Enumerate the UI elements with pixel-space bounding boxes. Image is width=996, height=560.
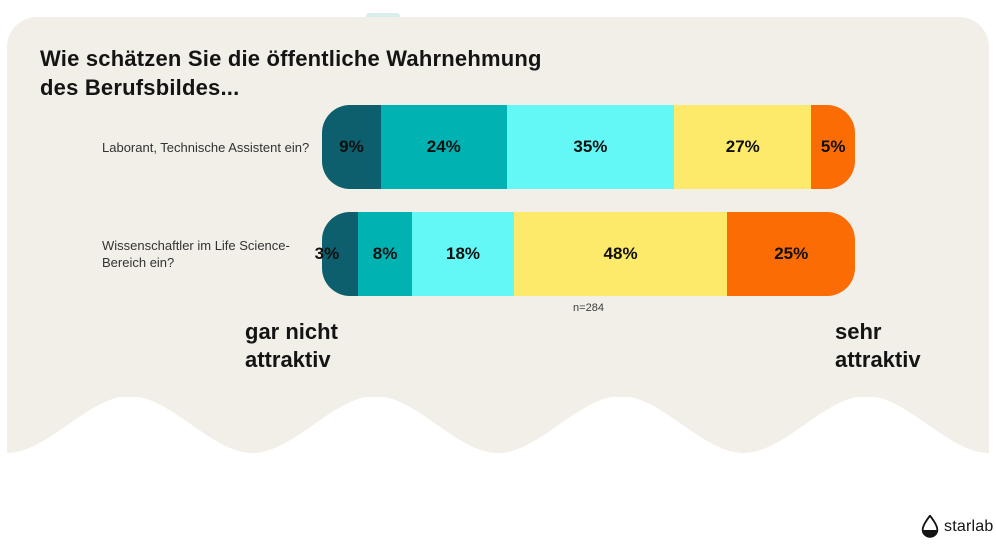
stacked-bar: 3% 8% 18% 48% 25% bbox=[315, 212, 855, 296]
segment-value-label: 35% bbox=[573, 137, 608, 156]
segment-value-label: 24% bbox=[426, 137, 461, 156]
bar-segment: 35% bbox=[506, 105, 675, 189]
logo-text: starlab bbox=[944, 517, 994, 535]
bar-segment: 8% bbox=[357, 212, 413, 296]
row-label: Laborant, Technische Assistent ein? bbox=[102, 139, 310, 155]
segment-value-label: 27% bbox=[725, 137, 760, 156]
starlab-logo: starlab bbox=[920, 513, 993, 540]
segment-value-label: 8% bbox=[372, 244, 398, 263]
teal-accent-mark bbox=[366, 13, 400, 19]
bar-segment: 5% bbox=[811, 105, 856, 189]
bar-segment: 48% bbox=[513, 212, 728, 296]
segment-value-label: 18% bbox=[446, 244, 481, 263]
droplet-icon bbox=[921, 514, 939, 538]
axis-label-min: gar nicht attraktiv bbox=[245, 319, 338, 372]
bar-segment: 3% bbox=[315, 212, 358, 296]
segment-value-label: 25% bbox=[774, 244, 809, 263]
infographic-card bbox=[7, 17, 989, 397]
segment-value-label: 5% bbox=[820, 137, 846, 156]
bar-segment: 25% bbox=[727, 212, 855, 296]
axis-label-max: sehr attraktiv bbox=[835, 319, 921, 372]
stacked-bar: 9% 24% 35% 27% 5% bbox=[322, 105, 856, 189]
bar-segment: 24% bbox=[380, 105, 507, 189]
wavy-bottom-edge bbox=[7, 396, 989, 453]
segment-value-label: 3% bbox=[314, 244, 340, 263]
sample-size-note: n=284 bbox=[573, 302, 604, 314]
segment-value-label: 9% bbox=[339, 137, 364, 156]
bar-segment: 9% bbox=[322, 105, 381, 189]
bar-segment: 18% bbox=[412, 212, 514, 296]
chart-title: Wie schätzen Sie die öffentliche Wahrneh… bbox=[40, 46, 542, 100]
row-label: Wissenschaftler im Life Science- Bereich… bbox=[102, 238, 290, 270]
bar-segment: 27% bbox=[674, 105, 812, 189]
segment-value-label: 48% bbox=[603, 244, 638, 263]
